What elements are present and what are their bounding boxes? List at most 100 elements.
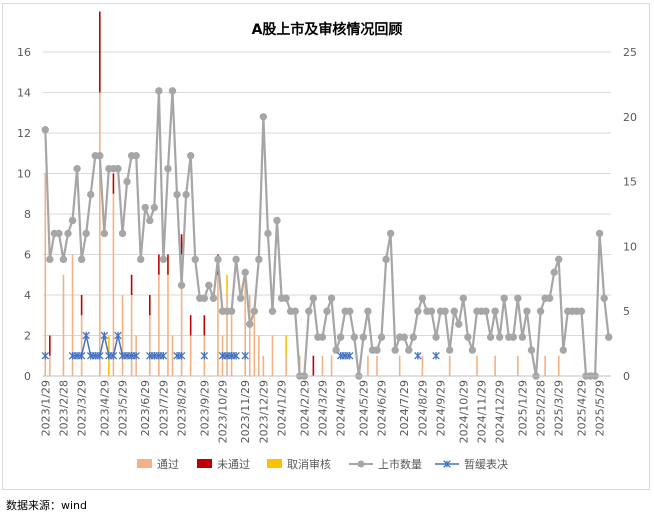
marker-deferred bbox=[345, 351, 354, 360]
marker-deferred bbox=[41, 351, 50, 360]
bar-passed bbox=[557, 355, 560, 376]
bar-passed bbox=[544, 355, 546, 376]
x-tick-label: 2024/8/29 bbox=[416, 380, 429, 436]
point-listings bbox=[500, 294, 508, 302]
bar-passed bbox=[248, 295, 251, 376]
x-tick-label: 2023/6/29 bbox=[139, 380, 152, 436]
point-listings bbox=[391, 346, 399, 354]
point-listings bbox=[136, 255, 145, 264]
bar-passed bbox=[171, 335, 174, 376]
point-listings bbox=[600, 294, 608, 302]
x-tick-label: 2023/10/29 bbox=[216, 380, 229, 443]
bar-rejected bbox=[99, 11, 101, 93]
marker-deferred bbox=[132, 351, 140, 360]
point-listings bbox=[118, 229, 127, 238]
legend-label: 上市数量 bbox=[378, 457, 422, 471]
grid-layer bbox=[43, 51, 611, 377]
marker-deferred bbox=[82, 331, 90, 340]
point-listings bbox=[332, 346, 340, 354]
point-listings bbox=[64, 229, 72, 238]
x-tick-label: 2023/2/28 bbox=[57, 380, 70, 436]
point-listings bbox=[73, 164, 81, 173]
legend-swatch-marker bbox=[443, 460, 451, 468]
point-listings bbox=[555, 255, 563, 264]
marker-deferred bbox=[177, 351, 186, 360]
bar-rejected bbox=[203, 315, 206, 336]
y-left-tick-label: 6 bbox=[24, 249, 31, 262]
marker-deferred bbox=[432, 351, 440, 360]
bar-passed bbox=[71, 254, 74, 376]
point-listings bbox=[191, 255, 199, 264]
source-note: 数据来源：wind bbox=[6, 499, 88, 512]
bar-passed bbox=[330, 355, 333, 376]
bar-passed bbox=[180, 254, 183, 376]
chart-canvas: A股上市及审核情况回顾 0 2 4 6 8 10 12 14 16 0 5 10 15 20 25 2023/… bbox=[17, 11, 637, 471]
point-listings bbox=[364, 307, 372, 315]
x-tick-label: 2023/9/29 bbox=[198, 380, 211, 436]
legend-label: 未通过 bbox=[217, 458, 250, 471]
point-listings bbox=[605, 333, 613, 341]
point-listings bbox=[232, 255, 240, 264]
point-listings bbox=[200, 294, 209, 302]
y-right-tick-label: 15 bbox=[623, 176, 637, 189]
point-listings bbox=[46, 255, 54, 264]
point-listings bbox=[259, 113, 268, 121]
legend-item-deferred: 暂缓表决 bbox=[435, 457, 508, 471]
x-tick-label: 2023/5/29 bbox=[117, 380, 130, 436]
bar-cancelled bbox=[226, 274, 228, 295]
point-listings bbox=[177, 281, 186, 289]
point-listings bbox=[377, 333, 386, 341]
point-listings bbox=[550, 268, 558, 277]
x-tick-label: 2024/2/29 bbox=[298, 380, 311, 436]
point-listings bbox=[264, 229, 272, 238]
legend-label: 取消审核 bbox=[287, 457, 331, 471]
chart-panel: A股上市及审核情况回顾 0 2 4 6 8 10 12 14 16 0 5 10 15 20 25 2023/… bbox=[2, 3, 650, 490]
point-listings bbox=[495, 333, 504, 341]
marker-deferred bbox=[100, 331, 109, 340]
point-listings bbox=[268, 307, 277, 315]
point-listings bbox=[155, 87, 163, 95]
point-listings bbox=[168, 87, 177, 95]
marker-deferred bbox=[159, 351, 168, 360]
bar-passed bbox=[158, 274, 160, 376]
point-listings bbox=[159, 255, 168, 264]
point-listings bbox=[509, 333, 518, 341]
point-listings bbox=[141, 203, 149, 212]
x-tick-label: 2023/11/29 bbox=[239, 380, 252, 443]
point-listings bbox=[273, 216, 281, 225]
point-listings bbox=[514, 294, 522, 302]
point-listings bbox=[68, 216, 77, 225]
bar-passed bbox=[62, 274, 65, 376]
x-tick-label: 2024/3/29 bbox=[316, 380, 329, 436]
point-listings bbox=[41, 126, 49, 134]
point-listings bbox=[464, 333, 472, 341]
x-tick-label: 2023/1/29 bbox=[39, 380, 52, 436]
x-tick-label: 2025/4/29 bbox=[575, 380, 588, 436]
bar-passed bbox=[258, 335, 260, 376]
point-listings bbox=[577, 307, 586, 315]
x-tick-label: 2025/5/29 bbox=[594, 380, 607, 436]
marker-deferred bbox=[241, 351, 249, 360]
point-listings bbox=[455, 320, 463, 328]
point-listings bbox=[246, 320, 254, 328]
point-listings bbox=[96, 151, 104, 160]
point-listings bbox=[350, 333, 358, 341]
bar-passed bbox=[367, 355, 369, 376]
bar-passed bbox=[189, 335, 192, 376]
point-listings bbox=[441, 307, 449, 315]
point-listings bbox=[595, 229, 604, 238]
point-listings bbox=[173, 190, 181, 199]
bar-passed bbox=[217, 274, 219, 376]
point-listings bbox=[427, 307, 436, 315]
chart-title: A股上市及审核情况回顾 bbox=[252, 21, 403, 38]
y-left-tick-label: 14 bbox=[17, 87, 31, 100]
x-tick-label: 2024/11/29 bbox=[475, 380, 488, 443]
y-right-tick-label: 0 bbox=[623, 370, 630, 383]
y-right-tick-label: 25 bbox=[623, 46, 637, 59]
bar-passed bbox=[285, 355, 287, 376]
bar-rejected bbox=[148, 295, 151, 316]
point-listings bbox=[359, 333, 368, 341]
y-left-tick-label: 0 bbox=[24, 370, 31, 383]
point-listings bbox=[527, 346, 536, 354]
point-listings bbox=[491, 307, 499, 315]
